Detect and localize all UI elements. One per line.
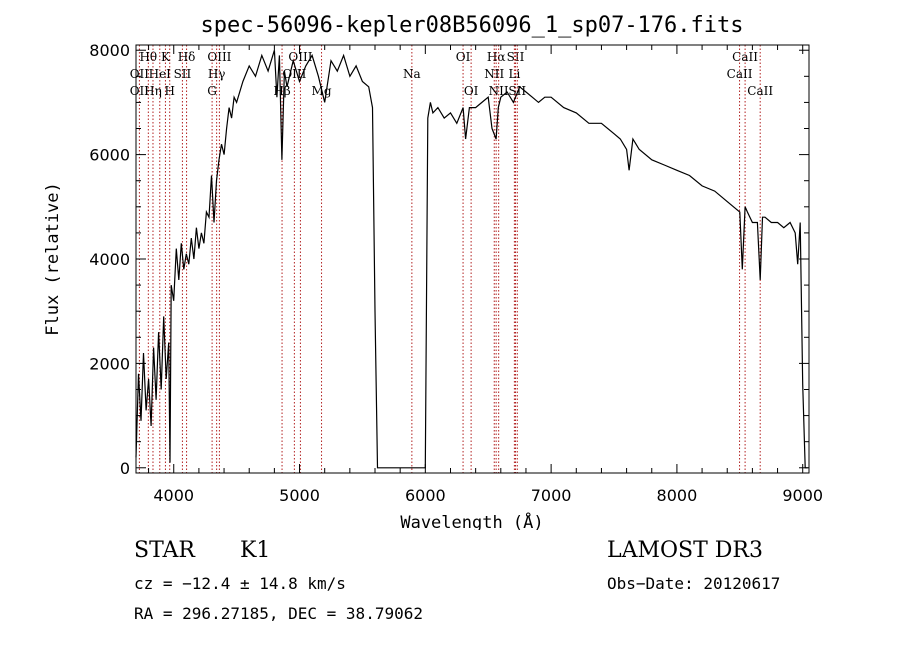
line-marker-label: SII <box>507 50 525 64</box>
line-marker-label: NII <box>484 67 504 81</box>
x-tick-label: 8000 <box>657 486 698 505</box>
coordinates: RA = 296.27185, DEC = 38.79062 <box>134 604 423 623</box>
y-axis-label: Flux (relative) <box>43 182 63 336</box>
y-tick-label: 8000 <box>89 41 130 60</box>
y-tick-label: 0 <box>120 459 130 478</box>
spectral-subclass: K1 <box>240 538 271 563</box>
x-tick-label: 4000 <box>153 486 194 505</box>
line-marker-label: OIII <box>288 50 312 64</box>
spectrum-chart: spec-56096-kepler08B56096_1_sp07-176.fit… <box>43 13 823 530</box>
line-marker-label: Hγ <box>208 67 226 81</box>
line-marker-label: OII <box>130 67 150 81</box>
survey-name: LAMOST DR3 <box>607 538 763 563</box>
y-tick-label: 2000 <box>89 354 130 373</box>
spectrum-line <box>135 50 808 469</box>
object-type: STAR <box>134 538 195 563</box>
line-marker-label: NII <box>489 84 509 98</box>
y-tick-label: 6000 <box>89 146 130 165</box>
x-tick-label: 7000 <box>531 486 572 505</box>
line-marker-label: OIII <box>207 50 231 64</box>
line-marker-label: HeI <box>149 67 172 81</box>
line-marker-label: OI <box>464 84 479 98</box>
line-marker-label: K <box>161 50 171 64</box>
observation-date: Obs−Date: 20120617 <box>607 574 781 593</box>
line-marker-label: Hη <box>144 84 162 98</box>
x-tick-label: 5000 <box>279 486 320 505</box>
line-marker-label: CaII <box>732 50 758 64</box>
plot-frame <box>135 44 810 474</box>
x-axis-label: Wavelength (Å) <box>400 511 543 530</box>
y-axis-ticks: 0 2000 4000 6000 8000 <box>89 41 809 478</box>
line-marker-label: Na <box>403 67 421 81</box>
line-marker-label: CaII <box>727 67 753 81</box>
line-marker-label: Hδ <box>178 50 196 64</box>
y-tick-label: 4000 <box>89 250 130 269</box>
line-marker-label: Li <box>508 67 520 81</box>
line-marker-label: Hθ <box>139 50 157 64</box>
line-marker-label: H <box>164 84 174 98</box>
x-tick-label: 6000 <box>405 486 446 505</box>
line-marker-label: OI <box>456 50 471 64</box>
line-marker-label: OII <box>130 84 150 98</box>
line-marker-label: Hα <box>487 50 506 64</box>
x-axis-ticks: 4000 5000 6000 7000 8000 9000 <box>148 45 823 505</box>
x-tick-label: 9000 <box>782 486 823 505</box>
redshift-value: cz = −12.4 ± 14.8 km/s <box>134 574 346 593</box>
line-marker-label: G <box>207 84 217 98</box>
chart-title: spec-56096-kepler08B56096_1_sp07-176.fit… <box>200 13 743 38</box>
line-marker-label: CaII <box>747 84 773 98</box>
line-marker-label: SII <box>174 67 192 81</box>
